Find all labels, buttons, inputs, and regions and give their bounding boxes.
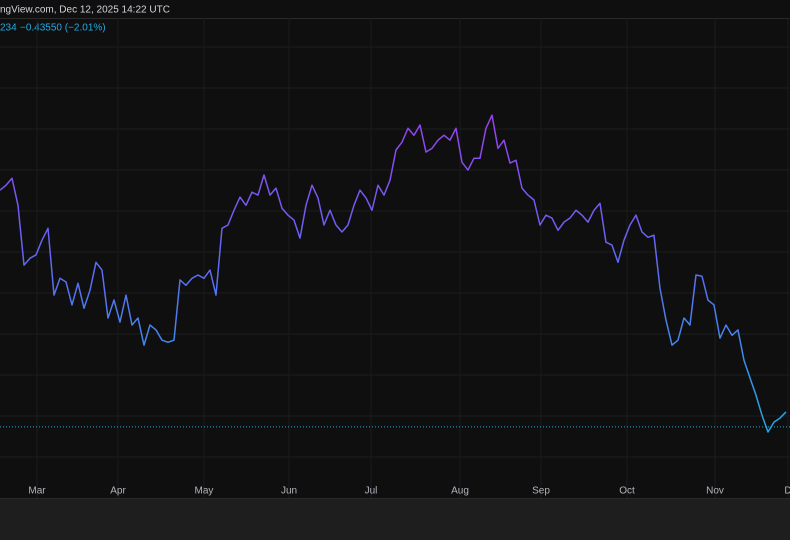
x-tick-label: Jun — [281, 486, 297, 497]
x-tick-label: Aug — [451, 486, 469, 497]
x-tick-label: Apr — [110, 486, 126, 497]
price-change: −0.43550 (−2.01%) — [20, 23, 106, 34]
x-tick-label: Nov — [706, 486, 724, 497]
header-source: ngView.com, Dec 12, 2025 14:22 UTC — [0, 5, 170, 16]
x-tick-label: Oct — [619, 486, 635, 497]
price-line — [0, 114, 787, 433]
price-fragment: 234 — [0, 23, 17, 34]
bottom-bar — [0, 498, 790, 540]
x-tick-label: Sep — [532, 486, 550, 497]
x-tick-label: May — [195, 486, 214, 497]
x-tick-label: Mar — [28, 486, 46, 497]
x-tick-label: Jul — [365, 486, 378, 497]
x-tick-label: D — [784, 486, 790, 497]
